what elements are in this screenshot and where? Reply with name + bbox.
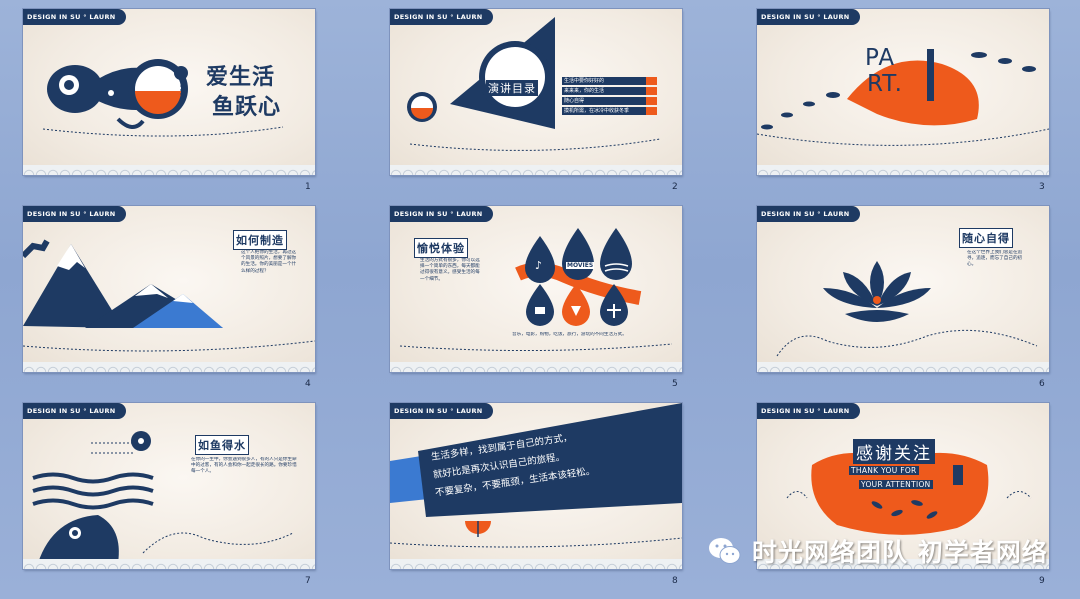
slide-thumbnail-7[interactable]: DESIGN IN SU ° LAURN 如鱼得水 在你的一生中，你会遇到很多人… [23,403,315,569]
fish-waves-graphic [32,431,294,563]
agenda-item: 生活中要你好好的 [562,77,646,85]
watermark-text: 时光网络团队 初学者网络 [752,538,1048,567]
slide-number-8: 8 [672,576,678,586]
wave-border [390,559,682,569]
wave-border [757,165,1049,175]
wave-border [390,165,682,175]
agenda-item: 摸机所需，在冰冷中收获冬季 [562,107,646,115]
slide-number-7: 7 [305,576,311,586]
wave-border [23,165,315,175]
wave-border [23,362,315,372]
slide-title: 随心自得 [959,228,1013,248]
slide-number-1: 1 [305,182,311,192]
brand-label: DESIGN IN SU ° LAURN [757,206,860,222]
slide-thumbnail-8[interactable]: DESIGN IN SU ° LAURN 生活多样，找到属于自己的方式， 就好比… [390,403,682,569]
drops-graphic: ♪ [399,228,673,352]
watermark: 时光网络团队 初学者网络 [708,532,1048,570]
wave-border [23,559,315,569]
slide-thumbnail-9[interactable]: DESIGN IN SU ° LAURN 感谢关注 THANK YOU FOR … [757,403,1049,569]
brand-label: DESIGN IN SU ° LAURN [390,206,493,222]
slide-thumbnail-3[interactable]: DESIGN IN SU ° LAURN PA RT. [757,9,1049,175]
brand-label: DESIGN IN SU ° LAURN [23,9,126,25]
slide-number-9: 9 [1039,576,1045,586]
slide-number-4: 4 [305,379,311,389]
slide-caption: 音乐，电影，购物，吃饭，旅行，游玩的不同生活方式。 [512,332,627,337]
wave-border [757,559,1049,569]
slide-subtitle: THANK YOU FOR [849,466,919,475]
banner-graphic [390,403,682,548]
brand-label: DESIGN IN SU ° LAURN [757,9,860,25]
slide-number-3: 3 [1039,182,1045,192]
slide-thumbnail-4[interactable]: DESIGN IN SU ° LAURN 如何制造 这个人把你的生活，再过这个风… [23,206,315,372]
wave-border [757,362,1049,372]
movies-label: MOVIES [566,262,595,269]
slide-body: 这个人把你的生活，再过这个风景的照片，想要了解你的生活。你的美丽是一个什么样的过… [241,250,297,274]
slide-thumbnail-1[interactable]: DESIGN IN SU ° LAURN 爱生活 鱼跃心 [23,9,315,175]
agenda-title: 演讲目录 [486,80,538,96]
wave-border [390,362,682,372]
slide-title: 如鱼得水 [195,435,249,455]
agenda-item: 来来来，你的生活 [562,87,646,95]
slide-body: 生活的方式有很多，你可以选择一个简单的东西，每天都能过得很有意义。感受生活的每一… [420,258,480,282]
brand-label: DESIGN IN SU ° LAURN [23,403,126,419]
slide-title: 如何制造 [233,230,287,250]
slide-number-5: 5 [672,379,678,389]
slide-body: 在这个世界上我们总是在追寻，追逐，而忘了自己的初心。 [967,250,1023,268]
slide-title: 愉悦体验 [414,238,468,258]
slide-thumbnail-2[interactable]: DESIGN IN SU ° LAURN 演讲目录 生活中要你好好的 来来来，你… [390,9,682,175]
slide-number-6: 6 [1039,379,1045,389]
slide-title: 感谢关注 [853,439,935,464]
slide-number-2: 2 [672,182,678,192]
slide-thumbnail-5[interactable]: DESIGN IN SU ° LAURN ♪ MOVIES 愉悦体验 生活的方式… [390,206,682,372]
brand-label: DESIGN IN SU ° LAURN [390,9,493,25]
part-graphic [757,49,1049,146]
wechat-icon [709,538,741,564]
brand-label: DESIGN IN SU ° LAURN [23,206,126,222]
fish-logo [42,59,284,137]
svg-text:♪: ♪ [535,259,542,272]
mountain-graphic [23,239,315,352]
agenda-item: 随心自得 [562,97,646,105]
lotus-graphic [776,261,1038,357]
part-label-bottom: RT. [867,71,903,97]
part-label-top: PA [865,45,896,71]
brand-label: DESIGN IN SU ° LAURN [390,403,493,419]
slide-subtitle: YOUR ATTENTION [859,480,933,489]
slide-thumbnail-6[interactable]: DESIGN IN SU ° LAURN 随心自得 在这个世界上我们总是在追寻，… [757,206,1049,372]
slide-body: 在你的一生中，你会遇到很多人，有的人只是你生命中的过客，有的人会和你一起走很长的… [191,457,297,475]
brand-label: DESIGN IN SU ° LAURN [757,403,860,419]
slide-title-line2: 鱼跃心 [212,95,282,120]
slide-title-line1: 爱生活 [206,65,276,90]
